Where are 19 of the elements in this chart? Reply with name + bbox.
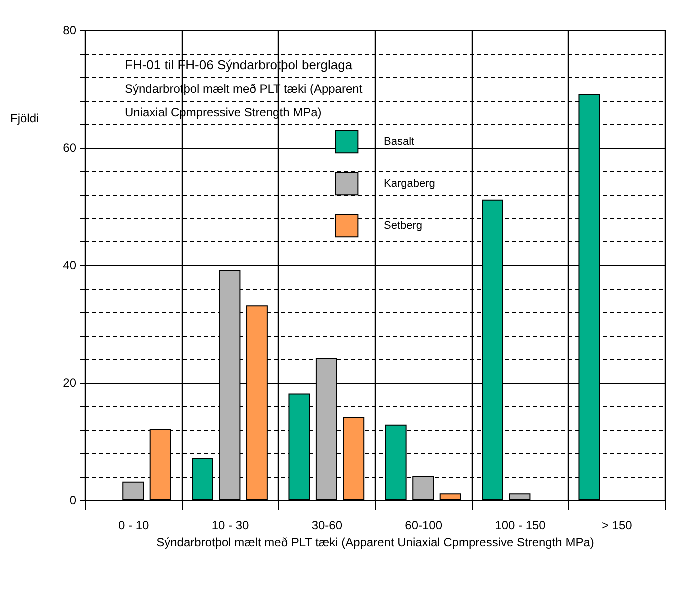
x-axis-title: Sýndarbrotþol mælt með PLT tæki (Apparent Uniaxial Cpmpressive Strength MPa) [156, 536, 594, 550]
y-tick-label: 60 [63, 141, 77, 155]
legend-label: Setberg [384, 220, 423, 232]
x-tick-label: 30-60 [312, 518, 343, 532]
bar [509, 494, 531, 500]
bar [122, 482, 144, 500]
y-axis-title: Fjöldi [10, 112, 40, 126]
legend-label: Basalt [384, 136, 415, 148]
x-tick-label: 100 - 150 [495, 518, 546, 532]
bar [440, 494, 462, 500]
y-tick-label: 0 [70, 494, 77, 508]
y-tick-label: 40 [63, 258, 77, 272]
legend-label: Kargaberg [384, 178, 436, 190]
x-tick-label: 0 - 10 [118, 518, 150, 532]
x-tick-label: 10 - 30 [212, 518, 250, 532]
x-tick-label: 60-100 [405, 518, 443, 532]
x-tick-label: > 150 [602, 518, 633, 532]
y-tick-label: 80 [63, 24, 77, 38]
y-tick-label: 20 [63, 376, 77, 390]
